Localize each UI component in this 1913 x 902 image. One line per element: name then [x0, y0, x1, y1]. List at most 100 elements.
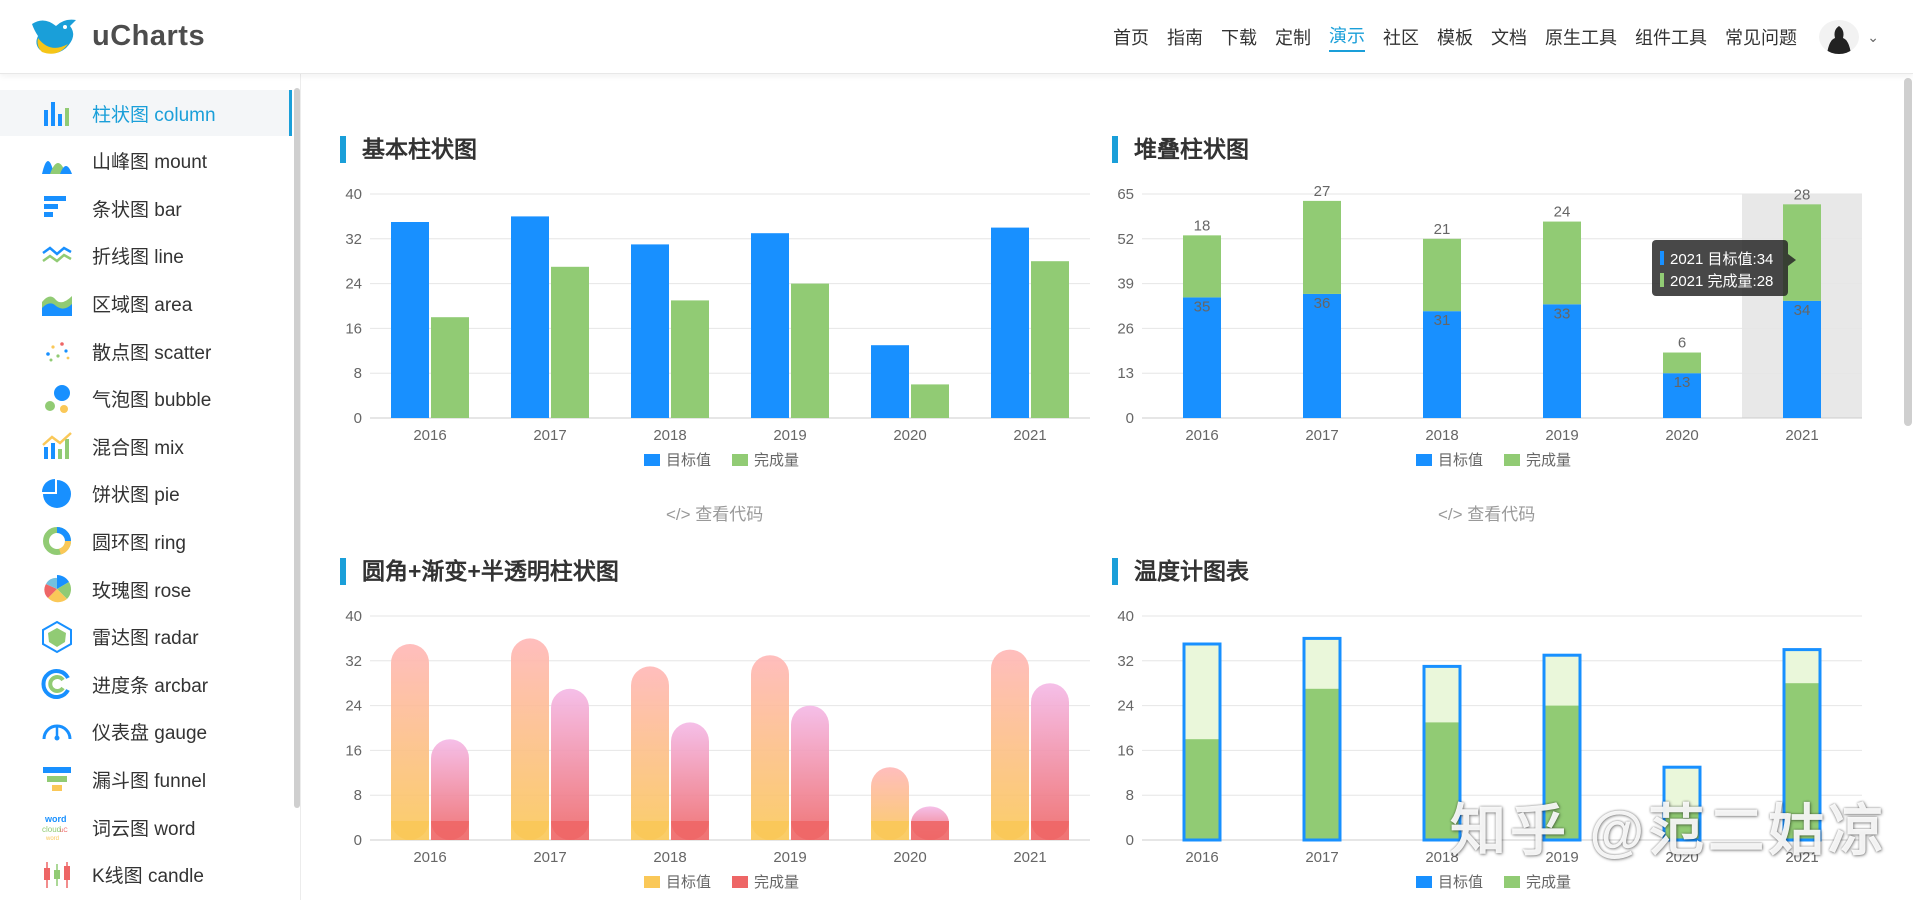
nav-item[interactable]: 指南 — [1167, 28, 1203, 48]
column-chart-icon — [40, 96, 74, 130]
view-code-link[interactable]: </> 查看代码 — [1438, 505, 1536, 524]
bar-target — [1543, 304, 1581, 418]
nav-item[interactable]: 常见问题 — [1725, 28, 1797, 48]
chart-tooltip: 2021 目标值:34 2021 完成量:28 — [1652, 240, 1796, 296]
user-menu[interactable]: ⌄ — [1819, 20, 1879, 54]
sidebar-item[interactable]: 气泡图 bubble — [0, 376, 292, 422]
main-scrollbar[interactable] — [1904, 78, 1912, 426]
bar-actual — [551, 266, 589, 418]
y-tick-label: 16 — [345, 320, 362, 337]
svg-text:word: word — [44, 814, 67, 824]
bar-actual — [791, 283, 829, 418]
bar-actual — [1545, 705, 1579, 839]
x-tick-label: 2017 — [533, 849, 566, 866]
nav-item[interactable]: 社区 — [1383, 28, 1419, 48]
funnel-chart-icon — [40, 762, 74, 796]
data-label: 21 — [1434, 221, 1451, 238]
x-tick-label: 2019 — [1545, 849, 1578, 866]
scatter-chart-icon — [40, 334, 74, 368]
sidebar-item[interactable]: 区域图 area — [0, 280, 292, 326]
bar-actual — [1543, 221, 1581, 305]
ucharts-logo[interactable]: uCharts — [30, 14, 205, 58]
legend-swatch — [1504, 454, 1520, 466]
y-tick-label: 24 — [345, 276, 362, 293]
sidebar-item-label: 柱状图 column — [92, 104, 216, 126]
sidebar-item[interactable]: 雷达图 radar — [0, 614, 292, 660]
sidebar-scrollbar[interactable] — [294, 88, 300, 808]
panel-stacked-column: 堆叠柱状图 0 13 26 39 52 65 2016 2017 2018 2019 2020 202… — [1112, 136, 1872, 536]
bar-target — [991, 649, 1029, 840]
sidebar-item[interactable]: 仪表盘 gauge — [0, 709, 292, 755]
sidebar-item-label: 圆环图 ring — [92, 532, 186, 554]
sidebar-item[interactable]: 玫瑰图 rose — [0, 566, 292, 612]
bar-base — [551, 821, 589, 840]
area-chart-icon — [40, 286, 74, 320]
view-code-link[interactable]: </> 查看代码 — [666, 505, 764, 524]
sidebar-item[interactable]: 漏斗图 funnel — [0, 756, 292, 802]
sidebar-item[interactable]: 条状图 bar — [0, 185, 292, 231]
x-tick-label: 2016 — [413, 849, 446, 866]
gradient-column-chart: 0 8 16 24 32 40 2016 2017 2018 2019 2020 2021 目标值 完成量 — [345, 608, 1090, 891]
bar-base — [391, 821, 429, 840]
svg-text:word: word — [45, 836, 59, 842]
sidebar-item[interactable]: 混合图 mix — [0, 423, 292, 469]
bar-actual — [1031, 683, 1069, 840]
mount-chart-icon — [40, 144, 74, 178]
bar-target — [991, 227, 1029, 418]
y-tick-label: 65 — [1117, 186, 1134, 203]
bar-base — [911, 821, 949, 840]
bar-actual — [1185, 739, 1219, 839]
bubble-chart-icon — [40, 382, 74, 416]
nav-item[interactable]: 模板 — [1437, 28, 1473, 48]
bar-target — [1423, 311, 1461, 418]
sidebar-item-label: 山峰图 mount — [92, 152, 208, 174]
sidebar-item[interactable]: 圆环图 ring — [0, 518, 292, 564]
sidebar-item[interactable]: word cloud uC word 词云图 word — [0, 804, 292, 850]
sidebar-item-label: 仪表盘 gauge — [92, 723, 208, 745]
sidebar-item[interactable]: 柱状图 column — [0, 90, 292, 136]
nav-item[interactable]: 文档 — [1491, 28, 1527, 48]
sidebar-item[interactable]: 折线图 line — [0, 233, 292, 279]
sidebar-item-label: 进度条 arcbar — [92, 675, 209, 697]
x-tick-label: 2021 — [1785, 427, 1818, 444]
sidebar-item-label: 漏斗图 funnel — [92, 770, 207, 792]
sidebar-item-label: 区域图 area — [92, 294, 193, 316]
ring-chart-icon — [40, 524, 74, 558]
x-tick-label: 2020 — [893, 427, 926, 444]
avatar[interactable] — [1819, 20, 1860, 54]
x-tick-label: 2017 — [1305, 427, 1338, 444]
y-tick-label: 39 — [1117, 276, 1134, 293]
nav-item[interactable]: 组件工具 — [1635, 28, 1707, 48]
nav-item[interactable]: 下载 — [1221, 28, 1257, 48]
sidebar-item[interactable]: 进度条 arcbar — [0, 661, 292, 707]
pie-chart-icon — [40, 477, 74, 511]
y-tick-label: 0 — [1126, 832, 1134, 849]
bar-actual — [1183, 235, 1221, 298]
legend-label: 目标值 — [666, 874, 711, 891]
legend-label: 完成量 — [754, 874, 799, 891]
bar-base — [991, 821, 1029, 840]
bar-target — [1183, 297, 1221, 418]
line-chart-icon — [40, 239, 74, 273]
sidebar-item[interactable]: 散点图 scatter — [0, 328, 292, 374]
nav-item[interactable]: 演示 — [1329, 22, 1365, 52]
nav-item[interactable]: 定制 — [1275, 28, 1311, 48]
bar-actual — [431, 317, 469, 418]
sidebar-item[interactable]: 饼状图 pie — [0, 471, 292, 517]
data-label: 33 — [1554, 305, 1571, 322]
gauge-chart-icon — [40, 715, 74, 749]
bar-target — [1303, 293, 1341, 418]
chart-legend: 目标值 完成量 — [644, 874, 799, 891]
word-cloud-icon: word cloud uC word — [40, 810, 74, 844]
bar-target — [1783, 300, 1821, 418]
chevron-down-icon[interactable]: ⌄ — [1867, 28, 1879, 45]
y-tick-label: 0 — [354, 832, 362, 849]
sidebar-item-label: 饼状图 pie — [92, 485, 180, 507]
x-tick-label: 2019 — [1545, 427, 1578, 444]
sidebar-item[interactable]: 山峰图 mount — [0, 138, 292, 184]
legend-swatch — [732, 454, 748, 466]
nav-item[interactable]: 原生工具 — [1545, 28, 1617, 48]
sidebar-item[interactable]: K线图 candle — [0, 852, 292, 898]
nav-item[interactable]: 首页 — [1113, 28, 1149, 48]
sidebar-item-label: 词云图 word — [92, 818, 196, 840]
